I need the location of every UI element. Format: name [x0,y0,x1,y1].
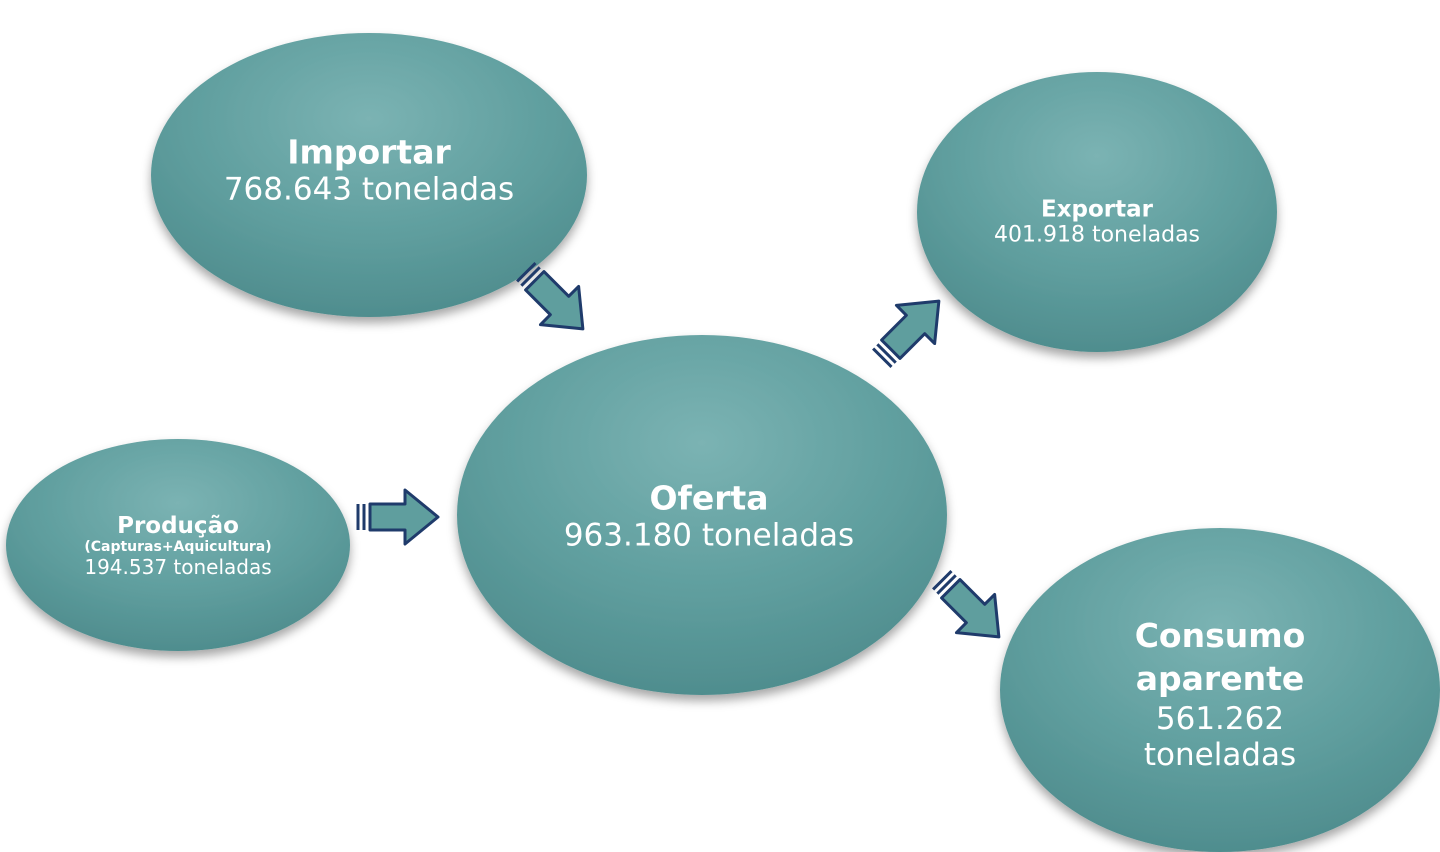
node-producao [6,439,350,651]
arrow [921,559,1020,658]
label: Oferta 963.180 toneladas [564,479,854,554]
label: Importar 768.643 toneladas [224,133,514,208]
title: Consumo aparente [1134,616,1306,698]
value: 768.643 toneladas [223,171,515,208]
title: Produção [117,513,239,539]
value: 194.537 toneladas [84,555,272,579]
node-consumo [1000,528,1440,852]
arrow [356,488,440,546]
title: Importar [287,132,451,172]
subtitle: (Capturas+Aquicultura) [84,539,272,555]
label: Exportar 401.918 toneladas [994,197,1200,248]
label: Consumo aparente 561.262 toneladas [1110,615,1330,773]
value: 963.180 toneladas [563,517,855,554]
value: 401.918 toneladas [993,222,1201,248]
label: Produção (Capturas+Aquicultura) 194.537 … [84,513,271,579]
title: Oferta [649,478,769,518]
node-importar [151,33,587,317]
title: Exportar [1040,196,1154,223]
node-oferta [457,335,947,695]
value: 561.262 toneladas [1143,700,1297,773]
arrow [861,280,960,379]
node-exportar [917,72,1277,352]
